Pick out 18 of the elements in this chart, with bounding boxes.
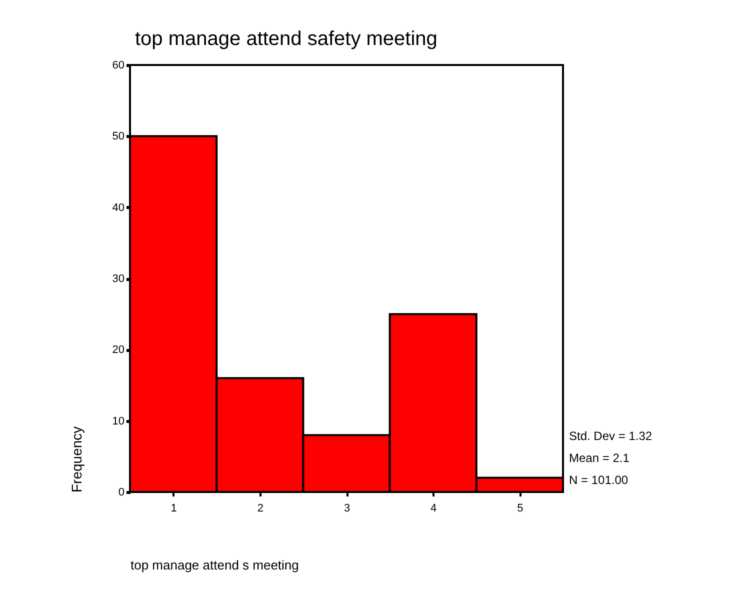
x-axis-title: top manage attend s meeting [130,558,299,572]
text: N = 101.00 [569,473,628,487]
y-tick-label: 30 [112,273,124,285]
x-tick-label: 2 [257,502,264,514]
y-tick-label: 0 [118,486,124,498]
y-tick-label: 60 [112,60,124,72]
x-tick-label: 4 [430,502,437,514]
y-tick-label: 10 [112,415,124,428]
y-tick-label: 50 [112,130,124,143]
chart-title: top manage attend safety meeting [135,28,438,50]
y-tick-label: 20 [112,344,124,356]
y-tick-label: 40 [112,202,124,214]
text: Std. Dev = 1.32 [569,429,652,443]
x-tick-label: 5 [517,502,524,514]
y-axis-title: Frequency [68,426,84,492]
x-tick-label: 3 [344,502,350,514]
x-tick-label: 1 [170,502,177,514]
text: Mean = 2.1 [569,451,630,465]
